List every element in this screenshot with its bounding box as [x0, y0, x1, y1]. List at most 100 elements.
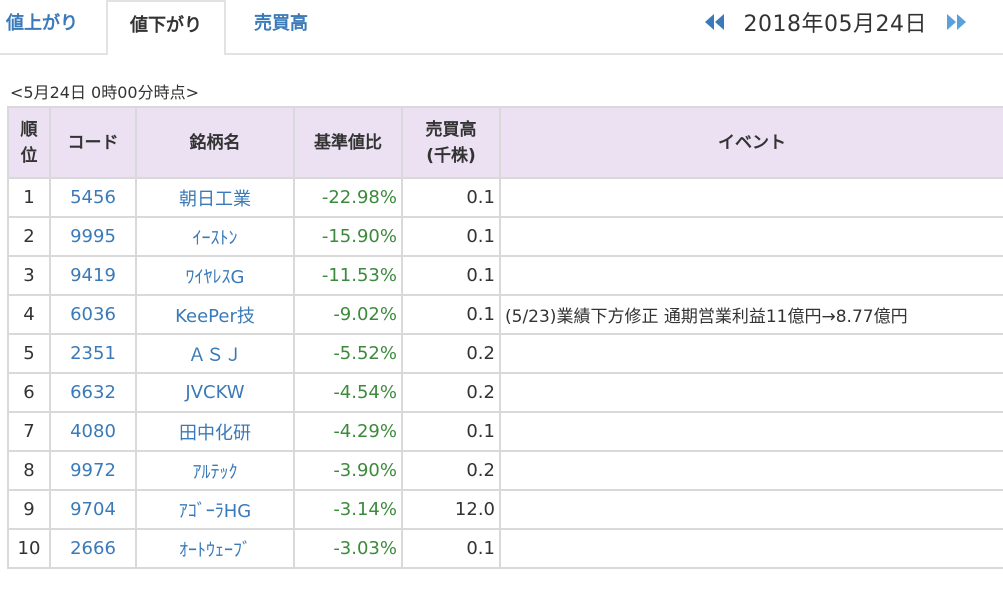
header-rank-line1: 順: [20, 119, 38, 140]
stock-name-link[interactable]: ｱﾙﾃｯｸ: [192, 461, 238, 483]
code-link[interactable]: 9995: [70, 226, 116, 247]
table-row: 10 2666 ｵｰﾄｳｪｰﾌﾞ -3.03% 0.1: [7, 528, 1003, 569]
event-cell: [499, 411, 1003, 452]
name-cell: ｵｰﾄｳｪｰﾌﾞ: [135, 528, 295, 569]
change-cell: -15.90%: [293, 216, 403, 257]
name-cell: JVCKW: [135, 372, 295, 413]
rank-cell: 9: [7, 489, 51, 530]
stock-name-link[interactable]: ｲｰｽﾄﾝ: [192, 227, 238, 249]
stock-name-link[interactable]: 田中化研: [179, 422, 251, 444]
rank-cell: 7: [7, 411, 51, 452]
header-name: 銘柄名: [135, 106, 295, 179]
name-cell: ｲｰｽﾄﾝ: [135, 216, 295, 257]
ranking-table: 順 位 コード 銘柄名 基準値比 売買高 (千株) イベント 1 5456 朝日…: [7, 106, 1003, 569]
rank-cell: 5: [7, 333, 51, 374]
table-row: 7 4080 田中化研 -4.29% 0.1: [7, 411, 1003, 452]
event-cell: [499, 177, 1003, 218]
name-cell: ﾜｲﾔﾚｽG: [135, 255, 295, 296]
event-cell: [499, 216, 1003, 257]
table-row: 9 9704 ｱｺﾞｰﾗHG -3.14% 12.0: [7, 489, 1003, 530]
volume-cell: 0.2: [401, 372, 501, 413]
code-link[interactable]: 2351: [70, 343, 116, 364]
code-cell: 6036: [49, 294, 137, 335]
name-cell: 朝日工業: [135, 177, 295, 218]
double-right-arrow-icon[interactable]: [943, 9, 969, 35]
header-rank: 順 位: [7, 106, 51, 179]
volume-cell: 12.0: [401, 489, 501, 530]
name-cell: ＡＳＪ: [135, 333, 295, 374]
code-link[interactable]: 9704: [70, 499, 116, 520]
table-header-row: 順 位 コード 銘柄名 基準値比 売買高 (千株) イベント: [7, 106, 1003, 179]
change-cell: -3.14%: [293, 489, 403, 530]
change-cell: -3.90%: [293, 450, 403, 491]
header-volume-line1: 売買高: [425, 119, 477, 140]
table-row: 2 9995 ｲｰｽﾄﾝ -15.90% 0.1: [7, 216, 1003, 257]
table-row: 6 6632 JVCKW -4.54% 0.2: [7, 372, 1003, 413]
current-date: 2018年05月24日: [743, 12, 927, 37]
change-cell: -11.53%: [293, 255, 403, 296]
rank-cell: 8: [7, 450, 51, 491]
code-cell: 9995: [49, 216, 137, 257]
header-change: 基準値比: [293, 106, 403, 179]
code-link[interactable]: 6036: [70, 304, 116, 325]
header-volume-line2: (千株): [426, 145, 476, 166]
name-cell: 田中化研: [135, 411, 295, 452]
code-cell: 5456: [49, 177, 137, 218]
event-cell: [499, 255, 1003, 296]
code-cell: 9419: [49, 255, 137, 296]
event-cell: [499, 528, 1003, 569]
stock-name-link[interactable]: JVCKW: [185, 382, 245, 403]
event-cell: (5/23)業績下方修正 通期営業利益11億円→8.77億円: [499, 294, 1003, 335]
stock-name-link[interactable]: KeePer技: [175, 305, 255, 327]
data-timestamp: <5月24日 0時00分時点>: [10, 83, 199, 102]
code-cell: 9704: [49, 489, 137, 530]
stock-name-link[interactable]: ＡＳＪ: [188, 344, 242, 366]
top-bar: 値上がり 値下がり 売買高 2018年05月24日: [0, 0, 1003, 55]
name-cell: ｱﾙﾃｯｸ: [135, 450, 295, 491]
event-cell: [499, 489, 1003, 530]
change-cell: -4.29%: [293, 411, 403, 452]
stock-name-link[interactable]: ｱｺﾞｰﾗHG: [178, 500, 252, 522]
code-link[interactable]: 6632: [70, 382, 116, 403]
name-cell: ｱｺﾞｰﾗHG: [135, 489, 295, 530]
code-link[interactable]: 9419: [70, 265, 116, 286]
code-link[interactable]: 4080: [70, 421, 116, 442]
stock-name-link[interactable]: ｵｰﾄｳｪｰﾌﾞ: [179, 539, 251, 561]
code-cell: 4080: [49, 411, 137, 452]
tab-volume[interactable]: 売買高: [254, 13, 308, 34]
code-link[interactable]: 5456: [70, 187, 116, 208]
table-row: 5 2351 ＡＳＪ -5.52% 0.2: [7, 333, 1003, 374]
table-row: 8 9972 ｱﾙﾃｯｸ -3.90% 0.2: [7, 450, 1003, 491]
volume-cell: 0.1: [401, 528, 501, 569]
header-code: コード: [49, 106, 137, 179]
volume-cell: 0.1: [401, 294, 501, 335]
date-navigation: 2018年05月24日: [702, 6, 969, 38]
event-cell: [499, 450, 1003, 491]
tab-losers[interactable]: 値下がり: [106, 0, 226, 55]
rank-cell: 4: [7, 294, 51, 335]
double-left-arrow-icon[interactable]: [702, 9, 728, 35]
rank-cell: 2: [7, 216, 51, 257]
event-cell: [499, 372, 1003, 413]
event-cell: [499, 333, 1003, 374]
table-row: 3 9419 ﾜｲﾔﾚｽG -11.53% 0.1: [7, 255, 1003, 296]
change-cell: -9.02%: [293, 294, 403, 335]
rank-cell: 3: [7, 255, 51, 296]
code-cell: 2666: [49, 528, 137, 569]
table-row: 1 5456 朝日工業 -22.98% 0.1: [7, 177, 1003, 218]
code-link[interactable]: 9972: [70, 460, 116, 481]
header-rank-line2: 位: [20, 145, 38, 166]
table-row: 4 6036 KeePer技 -9.02% 0.1 (5/23)業績下方修正 通…: [7, 294, 1003, 335]
volume-cell: 0.2: [401, 450, 501, 491]
change-cell: -22.98%: [293, 177, 403, 218]
tab-gainers[interactable]: 値上がり: [6, 13, 78, 34]
rank-cell: 6: [7, 372, 51, 413]
volume-cell: 0.1: [401, 255, 501, 296]
volume-cell: 0.1: [401, 177, 501, 218]
stock-name-link[interactable]: 朝日工業: [179, 188, 251, 210]
rank-cell: 10: [7, 528, 51, 569]
code-link[interactable]: 2666: [70, 538, 116, 559]
header-volume: 売買高 (千株): [401, 106, 501, 179]
change-cell: -4.54%: [293, 372, 403, 413]
stock-name-link[interactable]: ﾜｲﾔﾚｽG: [185, 266, 245, 288]
